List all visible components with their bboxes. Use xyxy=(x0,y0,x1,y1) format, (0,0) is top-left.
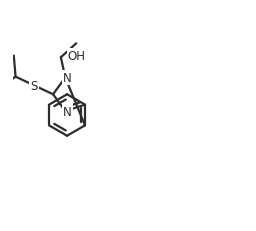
Text: N: N xyxy=(63,105,72,118)
Text: OH: OH xyxy=(67,49,85,62)
Text: S: S xyxy=(31,80,38,93)
Text: N: N xyxy=(63,72,72,85)
